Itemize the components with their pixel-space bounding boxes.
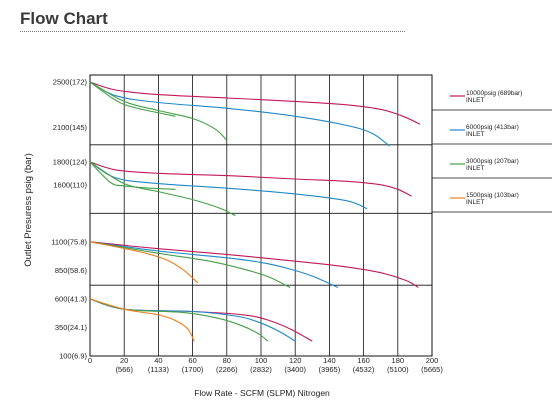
x-tick-sublabel: (2266) [216,365,238,374]
page-title: Flow Chart [20,9,108,28]
series-line-11 [89,241,291,288]
series-line-7 [89,161,236,217]
plot-grid [89,74,433,357]
series-line-10 [89,241,339,289]
series-line-6 [89,161,368,210]
x-tick-label: 20 [120,356,128,365]
x-tick-label: 160 [357,356,370,365]
x-tick-sublabel: (5100) [387,365,409,374]
legend-sublabel: INLET [466,199,484,206]
x-tick-sublabel: (3400) [284,365,306,374]
legend-sublabel: INLET [466,131,484,138]
x-tick-sublabel: (5665) [421,365,443,374]
x-tick-sublabel: (566) [115,365,133,374]
series-line-8 [89,161,176,190]
x-tick-label: 180 [392,356,405,365]
y-tick-label: 1600(110) [53,180,87,189]
title-underline [20,31,405,32]
x-axis-label: Flow Rate - SCFM (SLPM) Nitrogen [194,388,330,398]
x-tick-label: 120 [289,356,302,365]
x-tick-label: 60 [188,356,196,365]
series-line-4 [89,81,176,117]
x-tick-sublabel: (1133) [148,365,170,374]
series-line-3 [89,81,228,141]
x-tick-label: 140 [323,356,336,365]
x-tick-sublabel: (3965) [319,365,341,374]
x-tick-label: 0 [88,356,92,365]
series-lines [89,81,421,342]
x-tick-label: 40 [154,356,162,365]
legend-sublabel: INLET [466,165,484,172]
series-line-13 [89,298,313,342]
axis-ticks: 2500(172) 2100(145) 1800(124) 1600(110) 1100… [51,78,443,375]
series-line-12 [89,241,199,284]
legend-label: 3000psig (207bar) [466,158,519,165]
y-axis-label: Outlet Presuress psig (bar) [23,153,34,267]
x-tick-sublabel: (2832) [250,365,272,374]
y-tick-label: 600(41.3) [55,294,88,303]
series-line-9 [89,241,419,288]
y-tick-label: 100(6.9) [59,352,87,361]
y-tick-label: 1800(124) [53,157,88,166]
series-line-16 [89,298,195,342]
series-line-2 [89,81,390,147]
legend-label: 10000psig (689bar) [466,90,522,97]
series-line-5 [89,161,412,197]
y-tick-label: 350(24.1) [55,323,88,332]
x-tick-sublabel: (1700) [182,365,204,374]
x-tick-label: 200 [426,356,439,365]
legend-sublabel: INLET [466,97,484,104]
y-tick-label: 2500(172) [53,78,88,87]
x-tick-label: 80 [223,356,231,365]
y-tick-label: 1100(75.8) [51,237,87,246]
series-line-1 [89,81,421,125]
series-line-15 [89,298,269,342]
x-tick-label: 100 [255,356,268,365]
legend-label: 1500psig (103bar) [466,192,519,199]
y-tick-label: 2100(145) [53,123,88,132]
x-tick-sublabel: (4532) [353,365,375,374]
legend-label: 6000psig (413bar) [466,124,519,131]
y-tick-label: 850(58.6) [55,266,88,275]
